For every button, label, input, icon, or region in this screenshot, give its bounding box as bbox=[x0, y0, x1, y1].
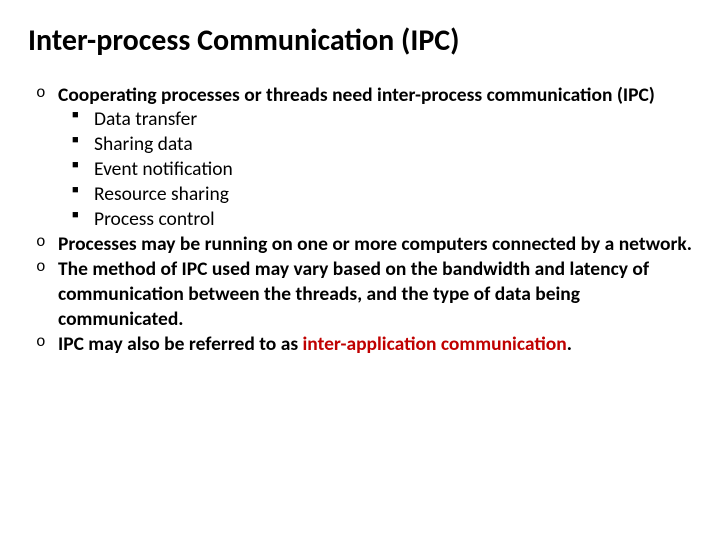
sub-bullet-item: Resource sharing bbox=[94, 182, 692, 207]
bullet-item-4: IPC may also be referred to as inter-app… bbox=[58, 332, 692, 357]
bullet-text: The method of IPC used may vary based on… bbox=[58, 257, 649, 331]
bullet-text: Cooperating processes or threads need in… bbox=[58, 83, 655, 107]
bullet-item-3: The method of IPC used may vary based on… bbox=[58, 257, 692, 332]
slide: Inter-process Communication (IPC) Cooper… bbox=[0, 0, 720, 540]
sub-bullet-item: Sharing data bbox=[94, 132, 692, 157]
accent-text: inter-application communication bbox=[303, 332, 567, 356]
bullet-list-level1: Cooperating processes or threads need in… bbox=[36, 83, 692, 357]
slide-title: Inter-process Communication (IPC) bbox=[28, 24, 692, 59]
bullet-item-1: Cooperating processes or threads need in… bbox=[58, 83, 692, 233]
sub-bullet-item: Process control bbox=[94, 207, 692, 232]
bullet-text: Processes may be running on one or more … bbox=[58, 232, 692, 256]
bullet-text-suffix: . bbox=[567, 332, 572, 356]
bullet-text-prefix: IPC may also be referred to as bbox=[58, 332, 303, 356]
slide-content: Cooperating processes or threads need in… bbox=[28, 83, 692, 357]
bullet-item-2: Processes may be running on one or more … bbox=[58, 232, 692, 257]
sub-bullet-item: Data transfer bbox=[94, 107, 692, 132]
sub-bullet-item: Event notification bbox=[94, 157, 692, 182]
bullet-list-level2: Data transfer Sharing data Event notific… bbox=[58, 107, 692, 232]
